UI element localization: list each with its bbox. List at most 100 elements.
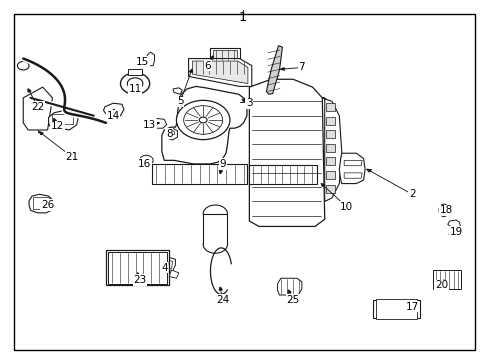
Bar [106, 250, 169, 285]
Text: 21: 21 [65, 152, 79, 162]
Polygon shape [29, 194, 52, 213]
Bar [325, 171, 335, 179]
Polygon shape [158, 257, 175, 271]
Bar [325, 117, 335, 125]
Bar [325, 144, 335, 152]
Polygon shape [143, 160, 146, 163]
Polygon shape [103, 103, 123, 116]
Polygon shape [447, 220, 460, 234]
Polygon shape [167, 131, 170, 134]
Bar [372, 300, 419, 318]
Polygon shape [280, 68, 284, 70]
Polygon shape [164, 262, 167, 265]
Polygon shape [48, 111, 78, 130]
Polygon shape [147, 52, 154, 66]
Text: 6: 6 [204, 61, 211, 71]
Polygon shape [166, 130, 174, 135]
Polygon shape [453, 228, 456, 231]
Polygon shape [210, 56, 213, 59]
Polygon shape [407, 307, 410, 309]
Polygon shape [287, 290, 290, 293]
Polygon shape [23, 87, 52, 130]
Polygon shape [440, 280, 443, 283]
Polygon shape [242, 99, 245, 102]
Bar [249, 165, 317, 184]
Polygon shape [165, 128, 177, 140]
Polygon shape [321, 184, 325, 186]
Polygon shape [33, 197, 48, 208]
Polygon shape [322, 98, 341, 202]
Bar [127, 69, 142, 75]
Text: 3: 3 [245, 98, 252, 108]
Text: 13: 13 [143, 120, 156, 130]
Ellipse shape [440, 206, 446, 214]
Polygon shape [266, 46, 282, 94]
Text: 11: 11 [128, 84, 142, 94]
Text: 16: 16 [138, 159, 151, 169]
Polygon shape [219, 171, 222, 174]
Polygon shape [366, 169, 370, 172]
Text: 20: 20 [434, 280, 447, 291]
Bar [325, 130, 335, 138]
Text: 15: 15 [136, 57, 149, 67]
Circle shape [139, 156, 153, 165]
Polygon shape [161, 259, 172, 269]
Polygon shape [188, 59, 251, 86]
Polygon shape [189, 69, 192, 72]
Text: 7: 7 [298, 63, 305, 72]
Text: 23: 23 [133, 275, 146, 285]
Polygon shape [173, 88, 182, 94]
Polygon shape [444, 209, 448, 212]
Text: 19: 19 [448, 227, 462, 237]
Polygon shape [339, 153, 365, 184]
Polygon shape [134, 84, 137, 86]
Text: 1: 1 [238, 10, 247, 24]
Circle shape [199, 117, 206, 123]
Polygon shape [277, 278, 301, 295]
Circle shape [183, 106, 222, 134]
Text: 8: 8 [165, 129, 172, 139]
Polygon shape [145, 60, 149, 62]
Text: 24: 24 [216, 295, 229, 305]
Text: 25: 25 [286, 295, 299, 305]
Bar [325, 185, 335, 193]
Polygon shape [112, 109, 115, 112]
Polygon shape [41, 204, 45, 206]
Polygon shape [154, 118, 166, 128]
Polygon shape [210, 48, 239, 63]
Text: 12: 12 [51, 121, 64, 131]
Polygon shape [28, 89, 31, 92]
Text: 10: 10 [339, 202, 352, 212]
Polygon shape [39, 132, 43, 135]
Circle shape [18, 62, 29, 70]
Text: 4: 4 [161, 262, 167, 273]
Bar [152, 164, 246, 184]
Polygon shape [249, 79, 324, 226]
Polygon shape [162, 86, 246, 164]
Polygon shape [155, 122, 159, 125]
Polygon shape [54, 118, 57, 122]
Text: 9: 9 [219, 159, 225, 169]
Polygon shape [213, 50, 236, 61]
Polygon shape [137, 273, 140, 276]
Text: 2: 2 [408, 189, 415, 199]
Circle shape [120, 73, 149, 94]
Polygon shape [344, 160, 362, 166]
Polygon shape [219, 287, 222, 290]
Text: 18: 18 [439, 205, 452, 215]
Polygon shape [52, 114, 73, 123]
Bar [432, 270, 460, 289]
Polygon shape [169, 270, 179, 278]
Text: 14: 14 [106, 111, 120, 121]
Text: 26: 26 [41, 200, 54, 210]
Text: 17: 17 [405, 302, 418, 312]
Polygon shape [344, 173, 362, 178]
Bar [325, 157, 335, 165]
Bar [108, 252, 166, 284]
Circle shape [176, 100, 229, 140]
Bar [375, 298, 416, 319]
Ellipse shape [438, 204, 448, 217]
Bar [325, 103, 335, 111]
Text: 5: 5 [177, 96, 183, 107]
Polygon shape [192, 61, 247, 84]
